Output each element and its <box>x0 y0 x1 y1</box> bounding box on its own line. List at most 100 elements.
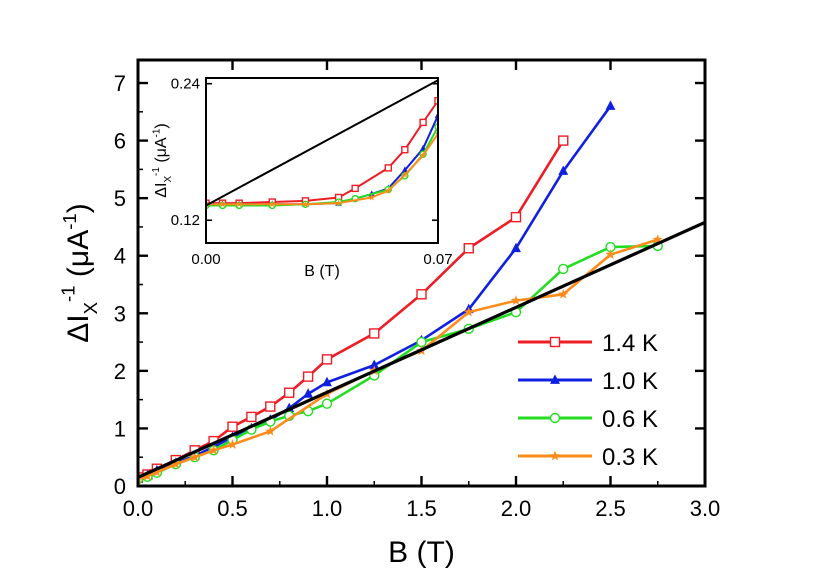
legend-item: 1.4 K <box>518 330 658 357</box>
main-data-point <box>227 439 238 449</box>
main-y-label-sup: -1 <box>58 285 79 302</box>
inset-data-point <box>401 166 409 173</box>
main-data-point <box>369 328 380 339</box>
inset-data-point <box>419 151 427 159</box>
main-data-point <box>321 398 333 409</box>
main-y-label-unit-sup: -1 <box>59 213 80 230</box>
main-data-point <box>170 458 181 469</box>
legend-label: 1.4 K <box>602 330 658 357</box>
main-y-label-main: ΔI <box>62 314 95 342</box>
main-data-point <box>605 249 616 259</box>
main-data-point <box>265 401 276 412</box>
main-data-point <box>369 359 380 369</box>
main-x-tick-label: 2.5 <box>595 496 626 521</box>
inset-y-tick-label: 0.12 <box>171 212 200 229</box>
inset-data-point <box>401 171 409 178</box>
main-x-axis-label: B (T) <box>388 536 455 569</box>
main-data-point <box>511 242 521 253</box>
inset-series-0.3-k <box>206 130 438 208</box>
main-data-point <box>416 336 427 348</box>
legend-marker <box>549 412 561 424</box>
main-y-tick-label: 4 <box>114 244 126 269</box>
inset-y-label-sup: -1 <box>151 167 162 176</box>
main-y-tick-label: 6 <box>114 129 126 154</box>
main-data-point <box>510 211 522 223</box>
main-data-point <box>321 354 333 365</box>
inset-data-point <box>268 200 276 208</box>
inset-data-point <box>219 200 226 208</box>
main-data-point <box>416 289 427 300</box>
main-data-point <box>322 376 332 387</box>
inset-axes-frame <box>205 77 439 244</box>
main-data-point <box>303 388 314 398</box>
inset-y-label-unit: (μA <box>153 137 170 167</box>
inset-y-label-sub: X <box>163 176 174 183</box>
inset-data-point <box>351 184 359 193</box>
legend-marker <box>549 336 561 348</box>
main-y-label-close: ) <box>62 203 95 213</box>
main-data-point <box>558 263 569 275</box>
main-series-line <box>138 220 705 479</box>
main-data-point <box>151 466 163 477</box>
main-data-point <box>652 234 663 244</box>
inset-plot-area <box>206 78 438 243</box>
main-x-tick-label: 1.0 <box>312 496 343 521</box>
legend-label: 0.6 K <box>602 406 658 433</box>
main-data-point <box>463 306 474 317</box>
main-data-point <box>265 425 276 436</box>
inset-data-point <box>235 200 243 208</box>
inset-data-point <box>335 199 342 207</box>
inset-y-tick-label: 0.24 <box>171 76 200 93</box>
inset-data-point <box>384 164 392 172</box>
main-y-tick-label: 1 <box>114 416 126 441</box>
main-data-point <box>605 100 616 110</box>
main-data-point <box>302 371 314 382</box>
main-data-point <box>189 451 200 462</box>
inset-data-point <box>419 118 427 127</box>
legend-label: 1.0 K <box>602 368 658 395</box>
main-data-point <box>463 243 474 254</box>
main-data-point <box>510 295 522 305</box>
inset-data-point <box>368 193 376 201</box>
legend-label: 0.3 K <box>602 444 658 471</box>
main-y-label-sub: X <box>80 301 101 314</box>
main-y-tick-label: 3 <box>114 301 126 326</box>
main-data-point <box>558 288 569 299</box>
legend-item: 0.3 K <box>518 444 658 471</box>
legend: 1.4 K 1.0 K 0.6 K 0.3 K <box>518 330 658 471</box>
main-data-point <box>284 387 295 398</box>
main-x-tick-label: 2.0 <box>501 496 532 521</box>
main-data-point <box>142 470 153 481</box>
legend-marker <box>549 450 561 461</box>
inset-x-tick-label: 0.00 <box>191 251 220 268</box>
main-x-tick-label: 0.5 <box>217 496 248 521</box>
main-x-tick-label: 1.5 <box>406 496 437 521</box>
inset-x-axis-label: B (T) <box>304 263 340 280</box>
inset-panel: 0.00 0.070.120.24B (T)ΔIX-1 (μA-1) <box>151 76 453 280</box>
legend-item: 0.6 K <box>518 406 658 433</box>
inset-x-tick-label: 0.07 <box>423 251 452 268</box>
main-y-tick-label: 2 <box>114 359 126 384</box>
main-y-tick-label: 5 <box>114 186 126 211</box>
inset-series-line <box>206 79 438 207</box>
main-y-tick-label: 0 <box>114 474 126 499</box>
main-series-linear-fit <box>138 220 705 479</box>
inset-data-point <box>434 97 438 105</box>
inset-y-label-close: ) <box>153 123 170 128</box>
legend-item: 1.0 K <box>518 368 658 395</box>
main-data-point <box>558 165 569 175</box>
inset-series-linear-fit <box>206 79 438 207</box>
main-data-point <box>227 421 238 432</box>
inset-y-label-main: ΔI <box>153 183 170 198</box>
main-data-point <box>208 444 219 455</box>
inset-y-label-unit-sup: -1 <box>152 128 163 137</box>
main-data-point <box>246 411 257 423</box>
inset-data-point <box>302 200 309 208</box>
main-y-tick-label: 7 <box>114 71 126 96</box>
legend-marker <box>550 374 560 384</box>
inset-data-point <box>384 187 392 194</box>
inset-data-point <box>401 145 409 154</box>
main-y-axis-label: ΔIX-1 (μA-1) <box>58 203 102 343</box>
main-data-point <box>558 135 569 146</box>
